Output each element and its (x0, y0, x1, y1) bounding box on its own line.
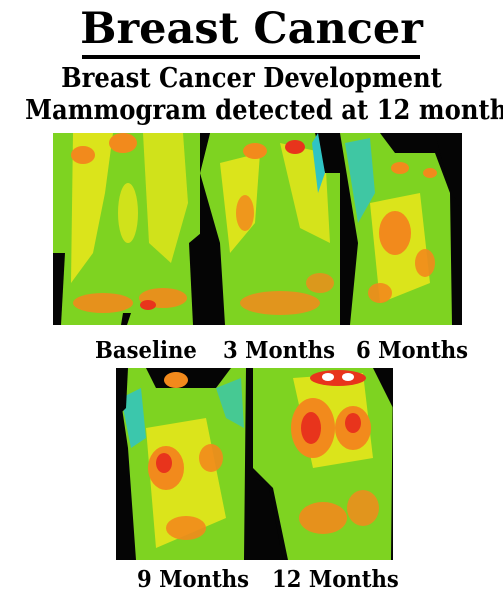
thermogram-9-months (116, 368, 256, 560)
thermogram-12-months (253, 368, 393, 560)
thermogram-baseline (53, 133, 201, 325)
label-6-months: 6 Months (356, 337, 469, 364)
label-3-months: 3 Months (223, 337, 336, 364)
label-9-months: 9 Months (137, 566, 250, 593)
thermogram-6-months (340, 133, 462, 325)
label-12-months: 12 Months (272, 566, 399, 593)
thermogram-3-months (200, 133, 340, 325)
title-underline (82, 55, 420, 59)
page-title: Breast Cancer (80, 4, 423, 54)
subtitle-line-1: Breast Cancer Development (61, 63, 442, 94)
subtitle-line-2: Mammogram detected at 12 months (25, 95, 503, 126)
label-baseline: Baseline (95, 337, 197, 364)
